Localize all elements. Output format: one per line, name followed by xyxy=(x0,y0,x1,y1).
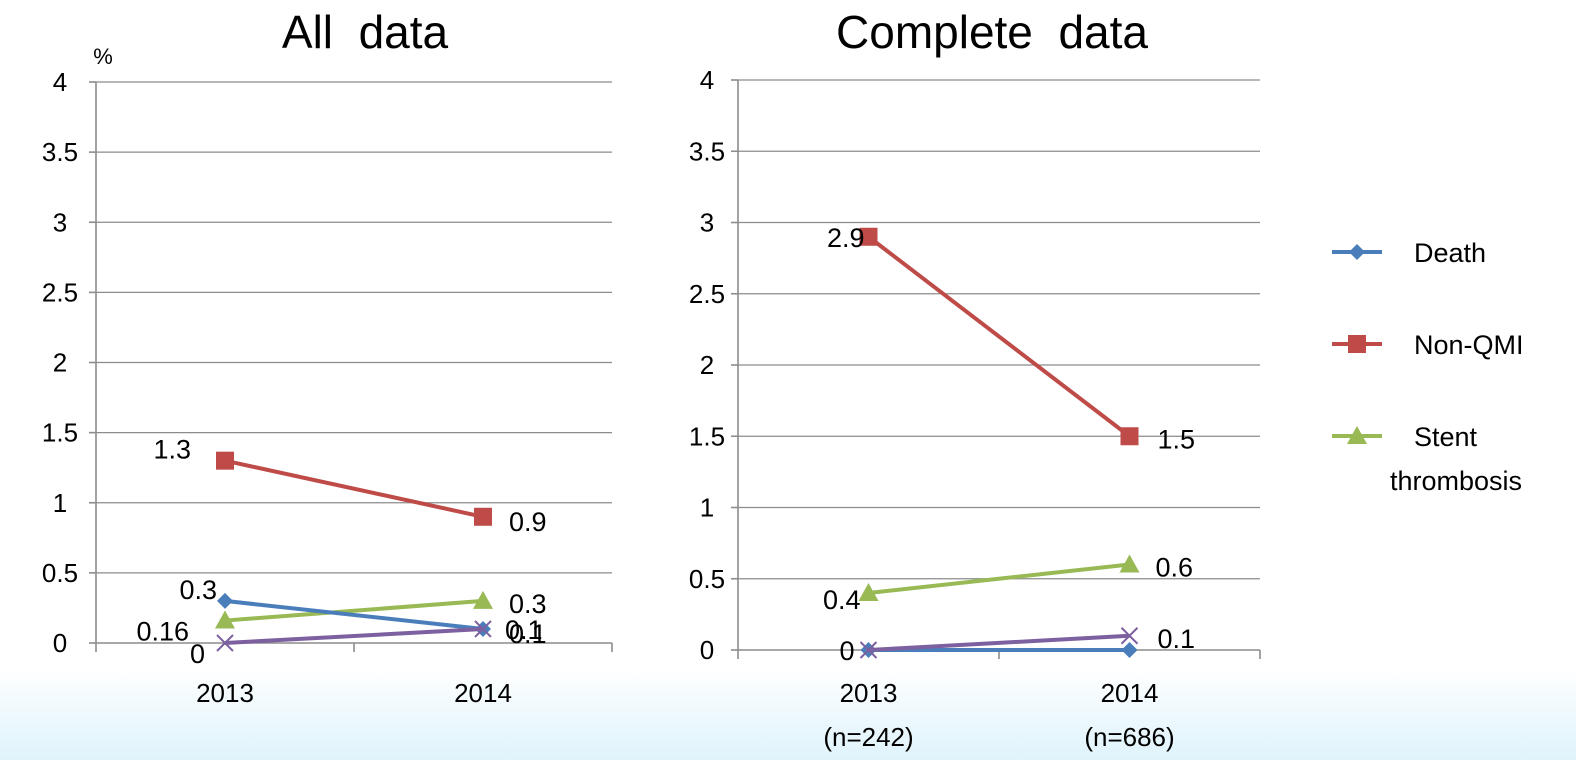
x-tick-note: (n=686) xyxy=(1084,722,1174,752)
legend-item-non-qmi: Non-QMI xyxy=(1332,330,1524,360)
death-point xyxy=(217,592,233,609)
x-tick-label: 2013 xyxy=(196,678,254,708)
non-qmi-line xyxy=(867,235,1131,438)
y-tick-label: 2.5 xyxy=(689,279,725,309)
death-data-label: 0.3 xyxy=(179,575,217,605)
series-4-point xyxy=(1120,627,1139,645)
series-4-line xyxy=(224,626,484,645)
non-qmi-point xyxy=(216,451,234,470)
death-data-label: 0 xyxy=(839,636,854,666)
non-qmi-data-label: 0.9 xyxy=(509,507,547,537)
unit-label: % xyxy=(93,44,113,69)
non-qmi-data-label: 2.9 xyxy=(827,223,865,253)
legend-item-death: Death xyxy=(1332,238,1486,268)
non-qmi-point xyxy=(1120,427,1139,446)
stent-thrombosis-point xyxy=(858,583,879,601)
non-qmi-data-label: 1.3 xyxy=(153,435,191,465)
series-4-data-label: 0.1 xyxy=(1158,624,1196,654)
diamond-marker-icon xyxy=(1349,244,1365,260)
y-tick-label: 2 xyxy=(700,350,714,380)
stent-thrombosis-point xyxy=(215,610,235,629)
legend-label-non-qmi: Non-QMI xyxy=(1414,330,1524,360)
y-tick-label: 1 xyxy=(700,493,714,523)
y-tick-label: 3 xyxy=(53,207,67,237)
square-marker-icon xyxy=(1348,335,1366,353)
y-tick-label: 4 xyxy=(53,67,67,97)
y-tick-label: 3 xyxy=(700,208,714,238)
chart-title-complete-data: Complete data xyxy=(836,6,1148,58)
y-tick-label: 0 xyxy=(53,628,67,658)
legend-label-death: Death xyxy=(1414,238,1486,268)
legend: Death Non-QMI Stent thrombosis xyxy=(1332,238,1524,496)
stent-thrombosis-data-label: 0.6 xyxy=(1156,553,1194,583)
y-tick-label: 0.5 xyxy=(689,564,725,594)
y-tick-label: 3.5 xyxy=(689,136,725,166)
triangle-marker-icon xyxy=(1347,426,1367,444)
series-4-line xyxy=(868,633,1130,652)
y-tick-label: 1 xyxy=(53,488,67,518)
legend-label-stent-thrombosis: Stent thrombosis xyxy=(1390,422,1522,496)
x-tick-note: (n=242) xyxy=(823,722,913,752)
chart-title-all-data: All data xyxy=(282,6,449,58)
stent-thrombosis-data-label: 0.4 xyxy=(823,585,861,615)
series-4-point xyxy=(216,634,234,652)
series-4-data-label: 0 xyxy=(190,639,205,669)
non-qmi-data-label: 1.5 xyxy=(1158,424,1196,454)
non-qmi-point xyxy=(859,227,878,246)
x-tick-label: 2014 xyxy=(454,678,512,708)
stent-thrombosis-point xyxy=(1119,554,1140,573)
legend-label-stent-line2: thrombosis xyxy=(1390,466,1522,496)
x-tick-label: 2013 xyxy=(840,678,898,708)
y-tick-label: 0.5 xyxy=(42,558,78,588)
series-4-point xyxy=(859,641,878,659)
stent-thrombosis-data-label: 0.16 xyxy=(136,617,189,647)
stent-thrombosis-data-label: 0.3 xyxy=(509,589,547,619)
non-qmi-line xyxy=(224,458,484,519)
y-tick-label: 3.5 xyxy=(42,137,78,167)
y-tick-label: 1.5 xyxy=(42,418,78,448)
y-tick-label: 1.5 xyxy=(689,421,725,451)
non-qmi-point xyxy=(474,507,492,526)
death-line xyxy=(224,598,484,631)
chart-all-data: All data % 0 0.5 1 1.5 2 2.5 3 3.5 4 2013 2014 0.… xyxy=(42,6,613,708)
legend-item-stent-thrombosis: Stent thrombosis xyxy=(1332,422,1522,496)
y-tick-label: 4 xyxy=(700,65,714,95)
stent-thrombosis-line xyxy=(224,598,484,623)
legend-label-stent-line1: Stent xyxy=(1414,422,1478,452)
y-tick-label: 2.5 xyxy=(42,277,78,307)
series-4-data-label: 0.1 xyxy=(509,619,547,649)
stent-thrombosis-line xyxy=(868,562,1130,595)
series-4-point xyxy=(474,620,492,638)
death-point xyxy=(1121,642,1138,658)
y-tick-label: 2 xyxy=(53,348,67,378)
stent-thrombosis-point xyxy=(473,590,493,609)
x-tick-label: 2014 xyxy=(1101,678,1159,708)
y-tick-label: 0 xyxy=(700,635,714,665)
death-data-label: 0.1 xyxy=(505,615,543,645)
chart-complete-data: Complete data 0 0.5 1 1.5 2 2.5 3 3.5 4 2013 (n=2… xyxy=(689,6,1261,752)
